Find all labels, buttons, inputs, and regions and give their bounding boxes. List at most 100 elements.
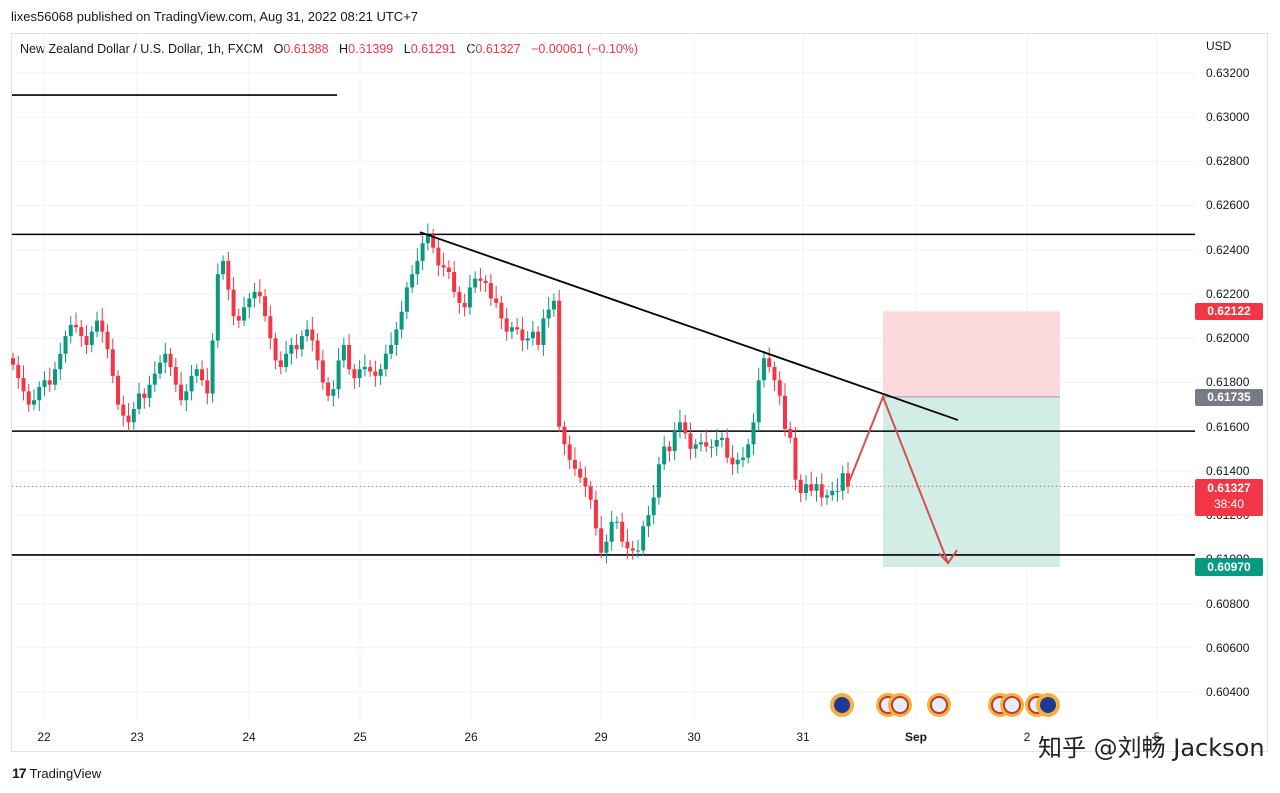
candle-body [79, 327, 84, 337]
candle-body [620, 521, 625, 542]
candle-body [410, 274, 415, 288]
candle-body [163, 353, 168, 363]
candle-body [599, 528, 604, 553]
candle-body [688, 433, 693, 449]
open-label: O [273, 42, 284, 56]
candle-body [205, 380, 210, 394]
stop-price-tag: 0.62122 [1195, 303, 1263, 320]
candle-body [541, 318, 546, 345]
trendline [419, 231, 959, 421]
candle-body [824, 495, 829, 498]
candle-body [557, 300, 562, 427]
candle-body [257, 291, 262, 297]
candle-body [761, 358, 766, 381]
candle-body [672, 431, 677, 452]
candle-body [530, 331, 535, 339]
candle-body [305, 329, 310, 337]
candle-body [37, 386, 42, 401]
candle-body [467, 287, 472, 308]
candle-body [152, 373, 157, 385]
candle-body [184, 391, 189, 401]
candle-body [520, 329, 525, 341]
candle-body [89, 331, 94, 345]
candle-body [336, 360, 341, 390]
candle-body [756, 380, 761, 423]
candle-body [782, 395, 787, 429]
candle-body [215, 274, 220, 341]
candle-body [677, 422, 682, 432]
reward-zone [883, 396, 1060, 567]
y-tick-label: 0.60800 [1206, 597, 1250, 611]
y-tick-label: 0.63000 [1206, 110, 1250, 124]
candle-body [210, 340, 215, 394]
candle-body [478, 278, 483, 281]
candle-body [772, 367, 777, 381]
candle-body [383, 353, 388, 370]
candle-body [635, 550, 640, 552]
candle-body [84, 336, 89, 345]
candle-body [504, 318, 509, 332]
candle-body [625, 541, 630, 549]
candle-body [11, 358, 15, 365]
x-tick-label: 23 [130, 730, 144, 744]
candle-body [194, 369, 199, 376]
y-tick-label: 0.62600 [1206, 198, 1250, 212]
candle-body [751, 422, 756, 445]
x-tick-label: Sep [904, 730, 928, 744]
candle-body [294, 344, 299, 350]
candle-body [630, 548, 635, 551]
candle-body [525, 338, 530, 341]
candle-body [667, 446, 672, 452]
candle-body [320, 360, 325, 383]
flag-face [1003, 696, 1021, 714]
candle-body [588, 486, 593, 500]
candle-body [68, 325, 73, 337]
candle-body [814, 484, 819, 491]
candle-body [462, 302, 467, 308]
candle-body [562, 426, 567, 445]
projection-arrowhead [938, 549, 958, 565]
candle-body [373, 371, 378, 376]
candle-body [231, 289, 236, 317]
high-label: H [339, 42, 349, 56]
x-tick-label: 2 [1023, 730, 1031, 744]
current-price-tag: 0.61327 38:40 [1195, 479, 1263, 516]
symbol-name[interactable]: New Zealand Dollar / U.S. Dollar, 1h, FX… [20, 42, 264, 56]
candle-body [819, 484, 824, 498]
candle-body [567, 444, 572, 460]
candle-body [740, 457, 745, 460]
candle-body [273, 338, 278, 361]
candle-body [278, 360, 283, 368]
candle-body [452, 271, 457, 292]
candle-body [389, 344, 394, 354]
candle-body [399, 311, 404, 330]
candle-body [21, 378, 26, 392]
candle-body [641, 526, 646, 551]
candle-body [714, 439, 719, 447]
x-tick-label: 30 [687, 730, 701, 744]
candle-body [488, 283, 493, 299]
candle-body [457, 291, 462, 303]
candle-body [147, 384, 152, 398]
candle-body [767, 358, 772, 368]
tradingview-logo-icon: 17 [12, 765, 27, 781]
candle-body [609, 521, 614, 542]
candle-body [110, 349, 115, 376]
candle-body [583, 477, 588, 487]
candle-body [651, 497, 656, 516]
y-tick-label: 0.60600 [1206, 641, 1250, 655]
candle-body [47, 380, 52, 385]
flag-face [1040, 697, 1056, 713]
candle-body [310, 329, 315, 341]
candle-body [646, 515, 651, 527]
target-price-tag: 0.60970 [1195, 558, 1263, 576]
flag-face [891, 696, 909, 714]
close-value: 0.61327 [475, 42, 521, 56]
candle-body [656, 464, 661, 498]
candle-body [315, 340, 320, 361]
candle-body [341, 344, 346, 361]
candle-body [236, 316, 241, 321]
candle-body [326, 382, 331, 396]
candle-body [299, 336, 304, 350]
